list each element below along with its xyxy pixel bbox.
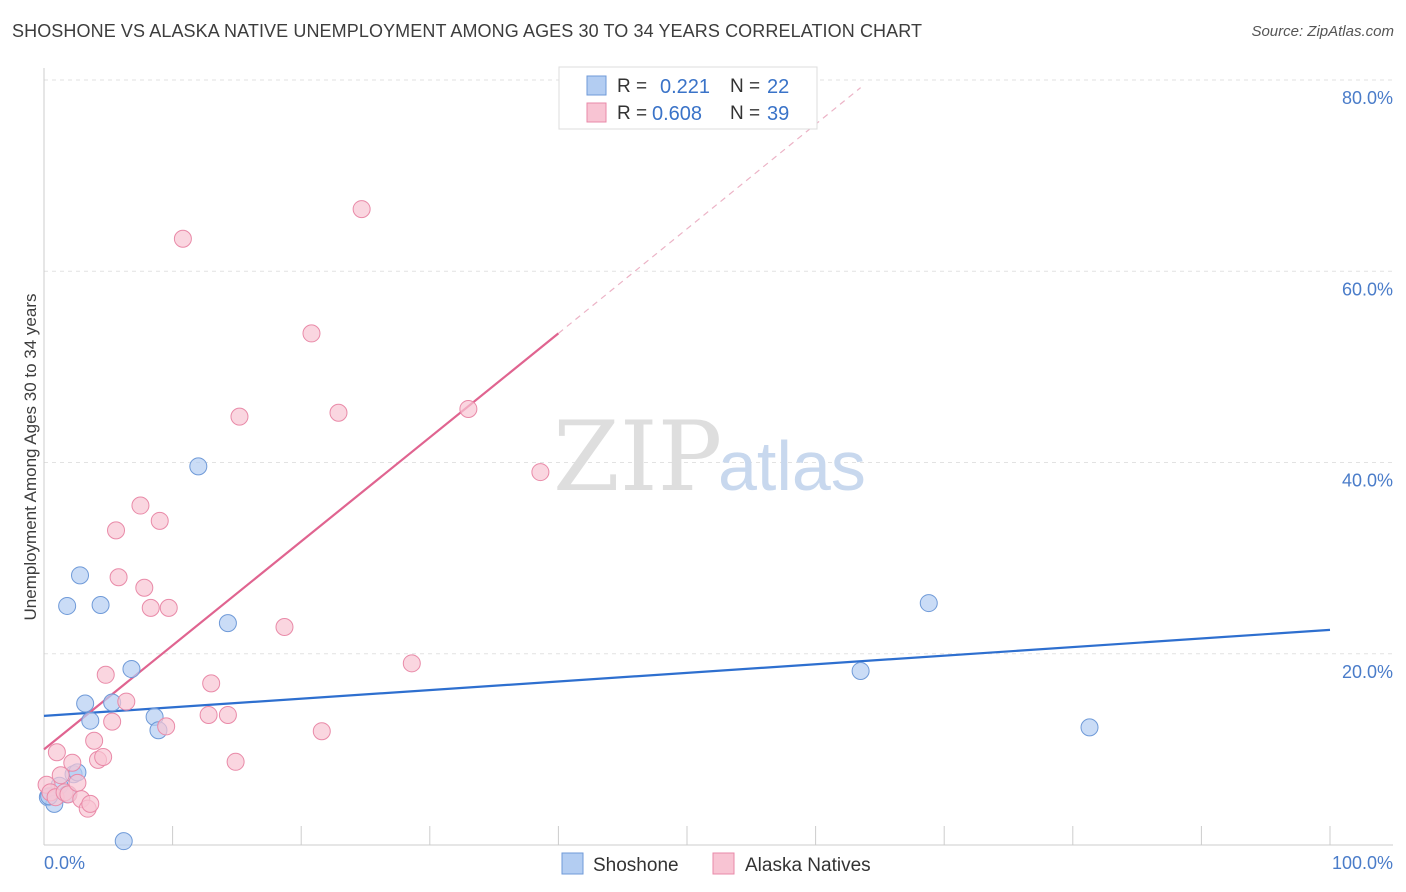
trend-line-shoshone (43, 628, 1331, 718)
point-alaska-8 (68, 773, 87, 792)
bottom-legend-label-alaska: Alaska Natives (745, 855, 871, 876)
point-alaska-20 (131, 496, 150, 515)
point-alaska-14 (94, 748, 113, 767)
point-alaska-26 (173, 229, 192, 248)
point-alaska-23 (150, 511, 169, 530)
point-shoshone-11 (122, 660, 141, 679)
point-shoshone-21 (1080, 718, 1099, 737)
data-points (37, 200, 1099, 851)
point-shoshone-6 (58, 596, 77, 615)
point-alaska-30 (226, 752, 245, 771)
point-alaska-7 (63, 753, 82, 772)
point-alaska-31 (230, 407, 249, 426)
y-tick-label-40: 40.0% (1342, 471, 1393, 491)
point-shoshone-7 (91, 595, 110, 614)
legend-n-label-shoshone: N = (730, 76, 760, 97)
point-shoshone-5 (71, 566, 90, 585)
legend-n-value-shoshone: 22 (767, 76, 789, 98)
y-tick-label-60: 60.0% (1342, 279, 1393, 299)
gridlines (44, 79, 1393, 655)
point-alaska-39 (531, 463, 550, 482)
point-alaska-3 (47, 743, 66, 762)
legend-r-label-shoshone: R = (617, 76, 647, 97)
point-alaska-38 (459, 399, 478, 418)
point-shoshone-9 (81, 711, 100, 730)
point-alaska-18 (109, 568, 128, 587)
point-alaska-27 (199, 705, 218, 724)
point-alaska-4 (51, 766, 70, 785)
y-tick-label-20: 20.0% (1342, 662, 1393, 682)
point-alaska-34 (312, 722, 331, 741)
correlation-legend: R = 0.221 N = 22 R = 0.608 N = 39 (558, 66, 818, 130)
point-alaska-19 (117, 692, 136, 711)
legend-r-value-alaska: 0.608 (652, 103, 702, 125)
point-shoshone-15 (218, 614, 237, 633)
chart-source: Source: ZipAtlas.com (1251, 23, 1394, 40)
point-shoshone-20 (919, 594, 938, 613)
watermark-atlas-text: atlas (718, 427, 866, 505)
point-alaska-28 (202, 674, 221, 693)
point-alaska-35 (329, 403, 348, 422)
point-alaska-17 (107, 521, 126, 540)
bottom-legend-swatch-alaska (712, 852, 735, 875)
point-alaska-12 (85, 731, 104, 750)
point-shoshone-14 (189, 457, 208, 476)
point-alaska-16 (103, 712, 122, 731)
point-alaska-29 (218, 705, 237, 724)
point-shoshone-19 (851, 661, 870, 680)
point-alaska-22 (141, 598, 160, 617)
point-alaska-32 (275, 617, 294, 636)
point-alaska-25 (159, 598, 178, 617)
series-legend: Shoshone Alaska Natives (561, 852, 871, 876)
point-alaska-15 (96, 665, 115, 684)
legend-n-value-alaska: 39 (767, 103, 789, 125)
point-alaska-24 (157, 717, 176, 736)
bottom-legend-label-shoshone: Shoshone (593, 855, 679, 876)
point-alaska-21 (135, 578, 154, 597)
x-tick-label-min: 0.0% (44, 853, 85, 873)
tick-labels: 20.0% 40.0% 60.0% 80.0% 0.0% 100.0% (44, 88, 1393, 873)
point-shoshone-16 (114, 832, 133, 851)
legend-r-value-shoshone: 0.221 (660, 76, 710, 98)
point-alaska-36 (352, 200, 371, 219)
watermark-zip-text: ZIP (553, 401, 722, 513)
legend-r-label-alaska: R = (617, 103, 647, 124)
point-alaska-11 (81, 794, 100, 813)
legend-n-label-alaska: N = (730, 103, 760, 124)
point-alaska-33 (302, 324, 321, 343)
y-tick-label-80: 80.0% (1342, 88, 1393, 108)
bottom-legend-swatch-shoshone (561, 852, 584, 875)
point-alaska-37 (402, 654, 421, 673)
y-axis-title: Unemployment Among Ages 30 to 34 years (21, 294, 40, 621)
chart-title: SHOSHONE VS ALASKA NATIVE UNEMPLOYMENT A… (12, 21, 923, 41)
legend-swatch-alaska (586, 102, 607, 123)
legend-swatch-shoshone (586, 75, 607, 96)
point-shoshone-8 (76, 694, 95, 713)
watermark: ZIP atlas (553, 401, 866, 513)
x-tick-label-max: 100.0% (1332, 853, 1393, 873)
